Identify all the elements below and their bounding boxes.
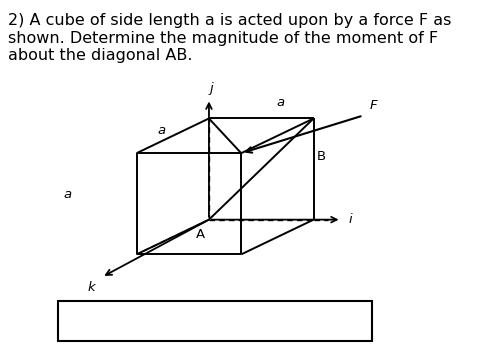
- Text: F: F: [369, 99, 377, 112]
- Text: k: k: [88, 281, 96, 294]
- Text: a: a: [63, 188, 71, 201]
- Text: j: j: [210, 82, 213, 95]
- Text: i: i: [349, 213, 352, 226]
- Text: a: a: [157, 124, 165, 137]
- Text: B: B: [317, 150, 326, 163]
- Text: a: a: [277, 95, 285, 108]
- Bar: [58, 301, 372, 341]
- Text: A: A: [196, 228, 205, 240]
- Text: 2) A cube of side length a is acted upon by a force F as
shown. Determine the ma: 2) A cube of side length a is acted upon…: [9, 13, 452, 63]
